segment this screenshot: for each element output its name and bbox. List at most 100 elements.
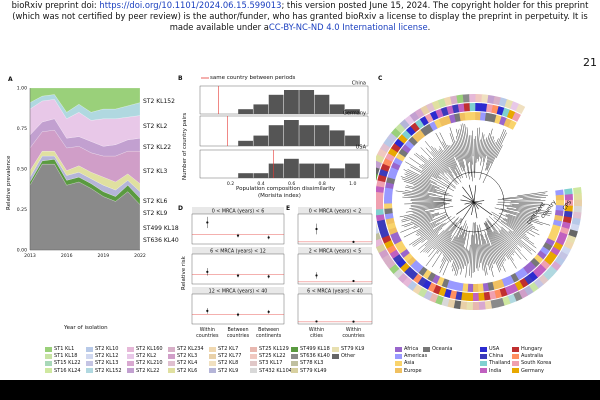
country-ring-segment bbox=[475, 103, 482, 112]
legend-label: Germany bbox=[521, 367, 544, 374]
country-ring-segment bbox=[419, 115, 430, 126]
histogram-bar bbox=[268, 163, 284, 178]
tree-branch bbox=[474, 222, 475, 272]
tree-branch bbox=[434, 147, 449, 168]
legend-swatch bbox=[127, 368, 134, 374]
tree-branch bbox=[404, 186, 428, 193]
tree-root-branch bbox=[456, 201, 475, 215]
rr-point bbox=[267, 236, 270, 239]
tree-branch bbox=[401, 178, 450, 195]
tree-root-branch bbox=[462, 186, 475, 203]
legend-swatch bbox=[86, 346, 93, 352]
country-ring-segment bbox=[494, 289, 502, 299]
panel-b-xlabel2: (Morisita index) bbox=[258, 193, 301, 199]
tree-branch bbox=[477, 139, 481, 162]
tree-branch bbox=[479, 132, 483, 157]
tree-branch bbox=[482, 132, 507, 184]
tree-branch bbox=[519, 212, 540, 218]
legend-swatch bbox=[45, 360, 52, 366]
legend-item: ST2 KL6 bbox=[168, 368, 197, 374]
tree-branch bbox=[466, 127, 472, 177]
tree-branch bbox=[498, 230, 516, 250]
tree-root-branch bbox=[473, 200, 485, 203]
cps-ring-segment bbox=[437, 98, 447, 108]
country-ring-segment bbox=[449, 290, 457, 300]
tree-branch bbox=[509, 203, 545, 207]
continent-ring-segment bbox=[469, 112, 476, 121]
legend-label: Europe bbox=[404, 367, 422, 374]
legend-item: Australia bbox=[512, 353, 543, 359]
legend-item: Americas bbox=[395, 353, 427, 359]
license-link[interactable]: CC-BY-NC-ND 4.0 International license bbox=[268, 22, 428, 32]
histogram-bar bbox=[268, 94, 284, 114]
continent-ring-segment bbox=[397, 244, 407, 254]
tree-arc bbox=[443, 171, 505, 233]
legend-item: South Korea bbox=[512, 360, 551, 366]
tree-branch bbox=[424, 141, 454, 177]
strata-label: ST2 KL2 bbox=[143, 123, 168, 130]
continent-ring-segment bbox=[386, 222, 397, 230]
tree-branch bbox=[446, 237, 459, 262]
tree-branch bbox=[504, 218, 529, 232]
country-ring-segment bbox=[440, 106, 450, 117]
cps-ring-segment bbox=[450, 95, 459, 105]
cps-ring-segment bbox=[554, 256, 565, 267]
legend-label: ST1 KL1 bbox=[54, 346, 75, 352]
tree-branch bbox=[477, 227, 486, 276]
y-tick-label: 0.25 bbox=[17, 207, 27, 213]
header-suffix: ; this version posted June 15, 2024. The… bbox=[281, 0, 589, 10]
legend-item: ST78 KL3 bbox=[291, 360, 323, 366]
country-ring-segment bbox=[392, 253, 403, 264]
tree-branch bbox=[513, 230, 537, 249]
cps-ring-segment bbox=[376, 226, 379, 234]
x-category-label: Between bbox=[258, 327, 279, 333]
panel-d-relative-risk: 0 < MRCA (years) < 6 6 < MRCA (years) < 1… bbox=[191, 207, 285, 339]
histogram-bar bbox=[345, 135, 360, 146]
continent-ring-segment bbox=[408, 136, 418, 146]
license-prefix: made available under a bbox=[169, 22, 269, 32]
histogram-bar bbox=[253, 135, 269, 146]
country-ring-segment bbox=[378, 224, 388, 233]
panel-a-xlabel: Year of isolation bbox=[64, 325, 108, 331]
legend-item: India bbox=[480, 368, 501, 374]
legend-swatch bbox=[209, 368, 216, 374]
tree-branch bbox=[490, 245, 502, 271]
continent-ring-segment bbox=[448, 114, 457, 124]
legend-label: ST79 KL9 bbox=[341, 346, 365, 352]
tree-branch bbox=[470, 222, 474, 278]
cps-ring-segment bbox=[417, 287, 428, 298]
country-ring-segment bbox=[376, 197, 384, 204]
continent-ring-segment bbox=[536, 250, 547, 260]
tree-branch bbox=[412, 223, 444, 246]
country-ring-segment bbox=[396, 258, 407, 268]
strata-label: ST2 KL3 bbox=[143, 168, 168, 175]
continent-ring-segment bbox=[514, 270, 524, 281]
rr-point bbox=[206, 270, 209, 273]
country-ring-segment bbox=[488, 290, 497, 300]
continent-ring-segment bbox=[384, 192, 393, 199]
histogram-bar bbox=[253, 173, 269, 178]
tree-branch bbox=[420, 173, 431, 180]
tree-branch bbox=[474, 221, 479, 271]
tree-branch bbox=[459, 128, 470, 180]
legend-label: ST16 KL24 bbox=[54, 367, 81, 374]
cps-ring-segment bbox=[376, 173, 379, 181]
cps-ring-segment bbox=[397, 272, 408, 284]
cps-ring-segment bbox=[376, 232, 381, 241]
cps-ring-segment bbox=[550, 261, 562, 272]
cps-ring-segment bbox=[573, 193, 582, 201]
cps-ring-segment bbox=[376, 166, 380, 175]
continent-ring-segment bbox=[510, 273, 519, 283]
country-ring-segment bbox=[480, 103, 488, 112]
tree-branch bbox=[482, 137, 488, 158]
tree-branch bbox=[508, 230, 536, 253]
tree-branch bbox=[501, 228, 518, 246]
tree-branch bbox=[409, 204, 444, 209]
tree-branch bbox=[410, 203, 447, 208]
tree-branch bbox=[475, 243, 477, 269]
continent-ring-segment bbox=[456, 282, 464, 292]
country-label: China bbox=[352, 81, 366, 87]
doi-link[interactable]: https://doi.org/10.1101/2024.06.15.59901… bbox=[99, 0, 282, 10]
legend-swatch bbox=[480, 353, 487, 359]
tree-branch bbox=[409, 228, 434, 246]
